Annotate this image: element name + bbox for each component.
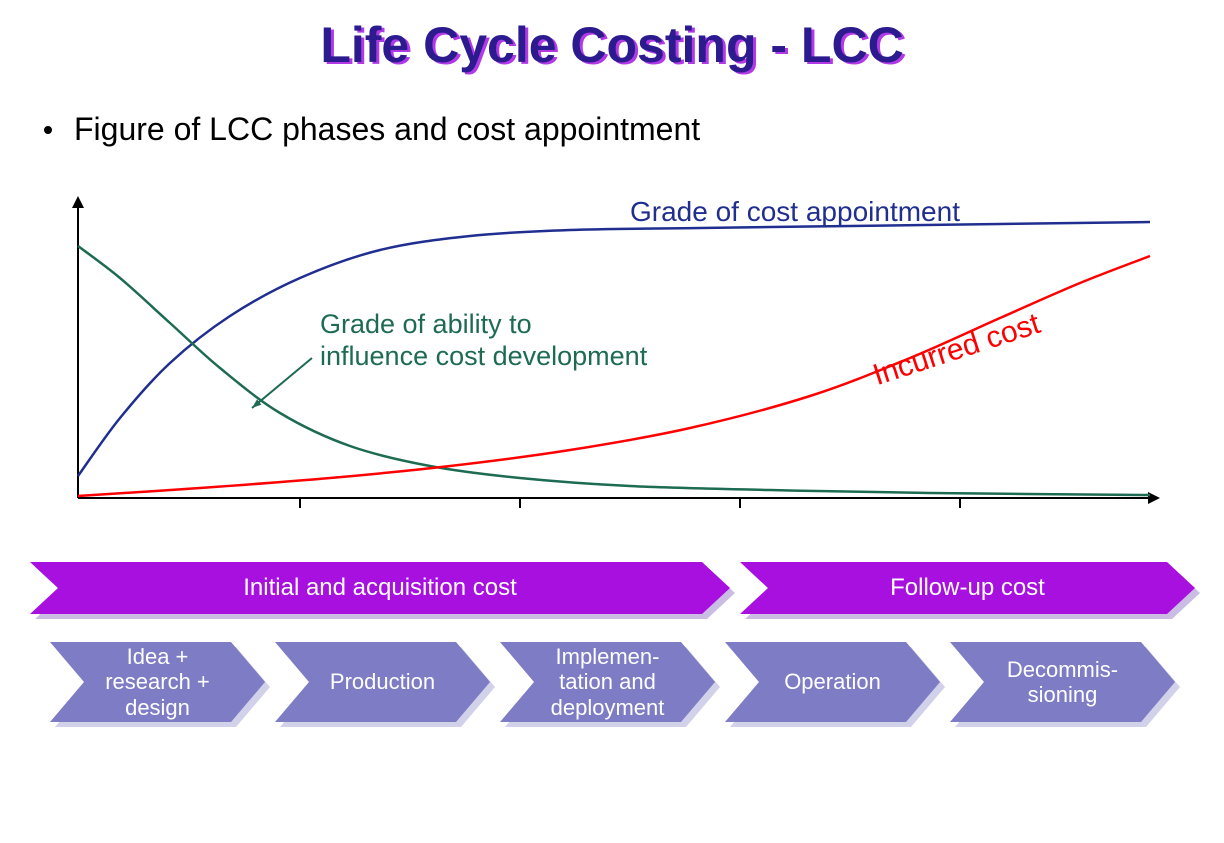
phase-band-label-2: Implemen- tation and deployment xyxy=(543,644,673,720)
cost-band-0: Initial and acquisition cost xyxy=(30,562,730,614)
lcc-chart: Grade of cost appointment Grade of abili… xyxy=(50,188,1174,528)
cost-band-label-1: Follow-up cost xyxy=(882,574,1053,602)
phase-band-label-4: Decommis- sioning xyxy=(999,657,1126,708)
phase-band-1: Production xyxy=(275,642,490,722)
phase-band-4: Decommis- sioning xyxy=(950,642,1175,722)
subtitle-text: Figure of LCC phases and cost appointmen… xyxy=(74,111,700,148)
cost-category-row: Initial and acquisition cost Follow-up co… xyxy=(30,562,1195,614)
cost-band-1: Follow-up cost xyxy=(740,562,1195,614)
phase-band-2: Implemen- tation and deployment xyxy=(500,642,715,722)
page-title: Life Cycle Costing - LCCLife Cycle Costi… xyxy=(0,0,1224,73)
phase-band-label-3: Operation xyxy=(776,669,889,694)
phase-row: Idea + research + design Production Implem… xyxy=(30,642,1195,722)
cost-band-label-0: Initial and acquisition cost xyxy=(235,574,525,602)
phase-band-label-1: Production xyxy=(322,669,443,694)
subtitle-row: Figure of LCC phases and cost appointmen… xyxy=(44,111,1224,148)
phase-band-3: Operation xyxy=(725,642,940,722)
phase-band-label-0: Idea + research + design xyxy=(97,644,218,720)
phase-band-0: Idea + research + design xyxy=(50,642,265,722)
bullet-icon xyxy=(44,126,52,134)
label-grade-appointment: Grade of cost appointment xyxy=(630,196,960,228)
label-grade-influence: Grade of ability to influence cost devel… xyxy=(320,308,647,373)
phase-arrows: Initial and acquisition cost Follow-up co… xyxy=(30,562,1195,722)
title-text: Life Cycle Costing - LCC xyxy=(320,17,903,73)
